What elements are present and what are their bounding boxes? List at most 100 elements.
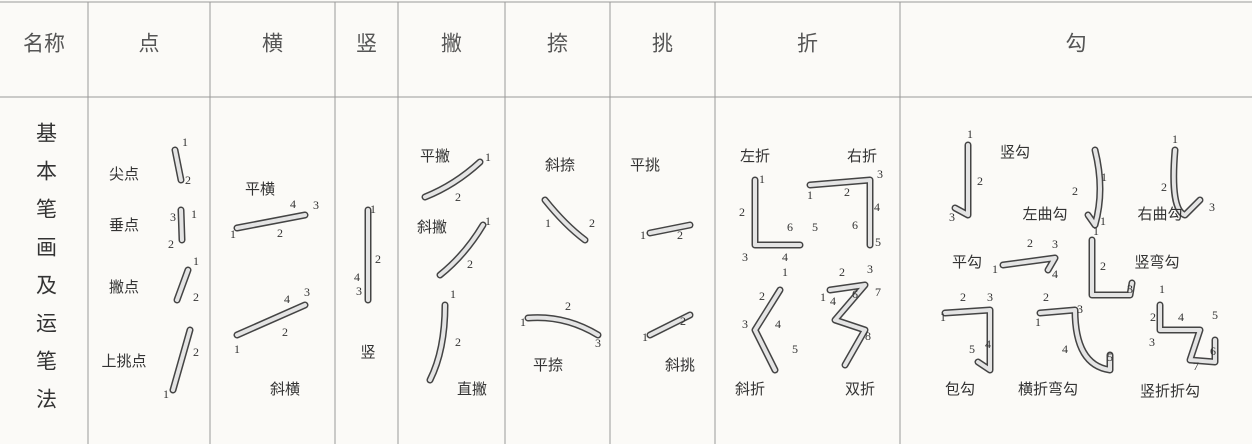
- stroke-order-number: 1: [807, 188, 813, 202]
- stroke-order-number: 2: [977, 174, 983, 188]
- stroke-order-number: 3: [1149, 335, 1155, 349]
- stroke-order-number: 1: [1172, 132, 1178, 146]
- stroke-order-number: 2: [467, 257, 473, 271]
- stroke-order-number: 5: [875, 235, 881, 249]
- stroke-name: 尖点: [109, 165, 139, 183]
- stroke-order-number: 3: [742, 250, 748, 264]
- header-cell: 捺: [547, 32, 568, 56]
- stroke-order-number: 1: [1101, 170, 1107, 184]
- stroke-order-number: 3: [313, 198, 319, 212]
- stroke-name: 左曲勾: [1022, 205, 1067, 223]
- row-label: 基本笔画及运笔法: [34, 122, 58, 426]
- stroke-fill: [1038, 308, 1112, 372]
- stroke-name: 竖折折勾: [1140, 382, 1200, 400]
- stroke-fill: [175, 268, 190, 302]
- stroke-order-number: 1: [193, 254, 199, 268]
- stroke-order-number: 1: [370, 202, 376, 216]
- stroke-order-number: 2: [589, 216, 595, 230]
- stroke-fill: [753, 178, 802, 247]
- stroke-name: 斜撇: [417, 218, 447, 236]
- stroke-order-number: 3: [595, 336, 601, 350]
- stroke-order-number: 8: [865, 329, 871, 343]
- stroke-order-number: 5: [812, 220, 818, 234]
- stroke-order-number: 3: [949, 210, 955, 224]
- stroke-order-number: 1: [1035, 315, 1041, 329]
- stroke-name: 平横: [245, 180, 275, 198]
- stroke-order-number: 1: [485, 214, 491, 228]
- stroke-order-number: 7: [1193, 359, 1199, 373]
- stroke-order-number: 1: [545, 216, 551, 230]
- header-cell: 撇: [441, 32, 462, 56]
- stroke-order-number: 1: [191, 207, 197, 221]
- stroke-order-number: 2: [839, 265, 845, 279]
- stroke-fill: [1001, 256, 1057, 272]
- stroke-order-number: 1: [759, 172, 765, 186]
- stroke-fill: [753, 288, 782, 372]
- stroke-name: 上挑点: [101, 352, 146, 370]
- stroke-order-number: 1: [234, 342, 240, 356]
- stroke-order-number: 1: [782, 265, 788, 279]
- stroke-fill: [1158, 303, 1217, 364]
- stroke-order-number: 7: [875, 285, 881, 299]
- stroke-order-number: 3: [1052, 237, 1058, 251]
- stroke-fill: [648, 313, 692, 337]
- stroke-order-number: 2: [185, 173, 191, 187]
- stroke-order-number: 2: [168, 237, 174, 251]
- stroke-fill: [1171, 148, 1202, 217]
- stroke-order-number: 1: [642, 330, 648, 344]
- stroke-order-number: 2: [565, 299, 571, 313]
- stroke-fill: [953, 143, 970, 217]
- stroke-order-number: 1: [967, 127, 973, 141]
- stroke-name: 斜挑: [665, 356, 695, 374]
- stroke-order-number: 1: [940, 310, 946, 324]
- stroke-fill: [526, 315, 600, 337]
- stroke-order-number: 3: [987, 290, 993, 304]
- stroke-name: 平捺: [533, 356, 563, 374]
- stroke-fill: [173, 148, 183, 182]
- stroke-order-number: 3: [1209, 200, 1215, 214]
- stroke-order-number: 2: [1161, 180, 1167, 194]
- stroke-order-number: 2: [1027, 236, 1033, 250]
- stroke-name: 垂点: [109, 216, 139, 234]
- stroke-fill: [235, 303, 307, 337]
- stroke-order-number: 6: [787, 220, 793, 234]
- stroke-order-number: 4: [830, 294, 836, 308]
- stroke-name: 平撇: [420, 147, 450, 165]
- stroke-order-number: 2: [960, 290, 966, 304]
- stroke-order-number: 1: [485, 150, 491, 164]
- stroke-order-number: 2: [277, 226, 283, 240]
- stroke-order-number: 2: [1072, 184, 1078, 198]
- stroke-order-number: 1: [1159, 282, 1165, 296]
- stroke-order-number: 5: [969, 342, 975, 356]
- stroke-name: 斜折: [735, 380, 765, 398]
- stroke-order-number: 2: [677, 228, 683, 242]
- stroke-name: 右曲勾: [1137, 205, 1182, 223]
- stroke-order-number: 4: [1178, 310, 1184, 324]
- stroke-order-number: 3: [304, 285, 310, 299]
- stroke-name: 右折: [847, 147, 877, 165]
- stroke-order-number: 2: [759, 289, 765, 303]
- header-cell: 折: [797, 32, 818, 56]
- stroke-order-number: 2: [1043, 290, 1049, 304]
- stroke-order-number: 6: [852, 287, 858, 301]
- stroke-order-number: 5: [792, 342, 798, 356]
- stroke-order-number: 2: [375, 252, 381, 266]
- stroke-order-number: 4: [1062, 342, 1068, 356]
- stroke-order-number: 1: [450, 287, 456, 301]
- stroke-order-number: 4: [775, 317, 781, 331]
- stroke-order-number: 3: [742, 317, 748, 331]
- stroke-fill: [648, 223, 692, 235]
- stroke-order-number: 1: [163, 387, 169, 401]
- stroke-fill: [1090, 238, 1134, 297]
- stroke-name: 直撇: [457, 380, 487, 398]
- stroke-order-number: 4: [874, 200, 880, 214]
- stroke-name: 竖弯勾: [1134, 253, 1179, 271]
- stroke-name: 双折: [845, 380, 875, 398]
- stroke-order-number: 2: [193, 345, 199, 359]
- header-cell: 点: [139, 32, 160, 56]
- stroke-name: 撇点: [109, 278, 139, 296]
- stroke-fill: [808, 178, 872, 247]
- stroke-order-number: 3: [1077, 302, 1083, 316]
